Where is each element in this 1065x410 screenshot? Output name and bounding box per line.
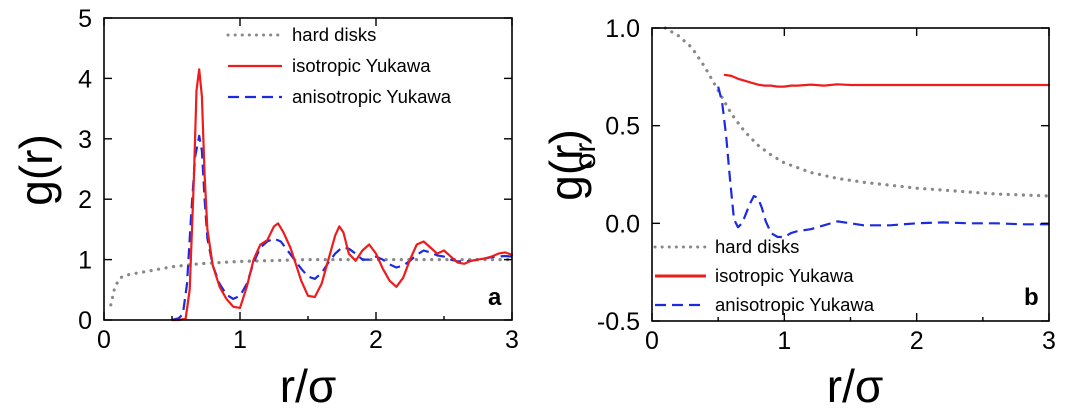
y-axis-title-base: g(r) (540, 129, 592, 201)
y-tick-label: 3 (78, 126, 92, 154)
x-tick-label: 0 (645, 327, 659, 355)
legend-label-hard-disks: hard disks (715, 236, 799, 257)
y-tick-label: 0.5 (605, 113, 640, 141)
y-axis-title: g(r) (10, 134, 62, 206)
y-axis-title: g(r) (540, 129, 592, 201)
chart-panel-b: 0 1 2 3 -0.5 0.0 0.5 1.0 g(r) or r/σ hard disks… (540, 15, 1056, 410)
legend: hard disks isotropic Yukawa anisotropic … (653, 236, 875, 315)
legend: hard disks isotropic Yukawa anisotropic … (226, 24, 452, 107)
series-line-anisotropic-yukawa (717, 86, 1049, 239)
series-line-isotropic-yukawa (723, 73, 1051, 88)
panel-label: a (488, 284, 502, 311)
series-line-isotropic-yukawa (170, 68, 514, 322)
series-curves (663, 26, 1051, 239)
legend-label-isotropic-yukawa: isotropic Yukawa (715, 265, 854, 286)
x-tick-label: 2 (369, 326, 383, 354)
chart-panel-a: 0 1 2 3 0 1 2 3 4 5 g(r) r/σ hard disks isotropic… (10, 5, 519, 410)
y-axis-title-subscript: or (569, 143, 602, 170)
legend-label-anisotropic-yukawa: anisotropic Yukawa (292, 86, 452, 107)
y-tick-label: 0 (78, 307, 92, 335)
y-tick-label: 2 (78, 186, 92, 214)
x-tick-label: 3 (1042, 327, 1056, 355)
y-tick-label: -0.5 (597, 308, 640, 336)
x-tick-label: 3 (505, 326, 519, 354)
y-tick-label: 5 (78, 5, 92, 33)
axis-ticks: 0 1 2 3 -0.5 0.0 0.5 1.0 (597, 15, 1056, 355)
series-curves (109, 68, 514, 322)
y-tick-label: 1.0 (605, 15, 640, 43)
legend-label-anisotropic-yukawa: anisotropic Yukawa (715, 294, 875, 315)
x-tick-label: 1 (777, 327, 791, 355)
legend-label-isotropic-yukawa: isotropic Yukawa (292, 55, 431, 76)
x-tick-label: 2 (910, 327, 924, 355)
panel-label: b (1024, 284, 1039, 311)
y-tick-label: 1 (78, 247, 92, 275)
y-tick-label: 0.0 (605, 210, 640, 238)
series-line-hard-disks (109, 258, 514, 307)
x-tick-label: 0 (97, 326, 111, 354)
y-tick-label: 4 (78, 65, 92, 93)
x-axis-title: r/σ (827, 360, 884, 410)
x-tick-label: 1 (233, 326, 247, 354)
series-line-hard-disks (663, 26, 1051, 198)
axis-ticks: 0 1 2 3 0 1 2 3 4 5 (78, 5, 519, 354)
legend-label-hard-disks: hard disks (292, 24, 376, 45)
x-axis-title: r/σ (280, 360, 337, 410)
